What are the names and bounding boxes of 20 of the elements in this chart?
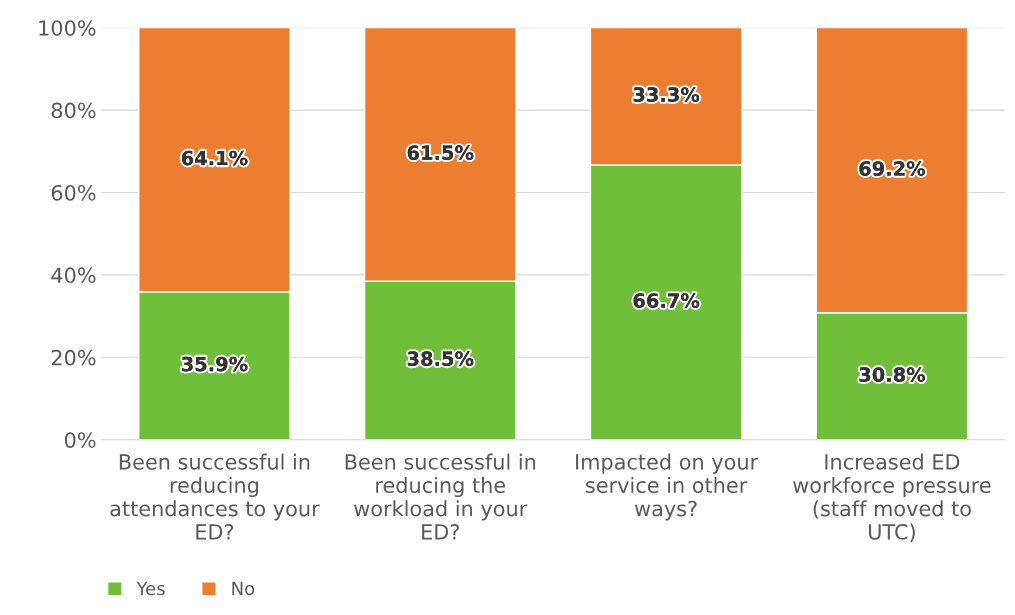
data-label: 38.5% — [407, 351, 474, 367]
data-label: 35.9% — [181, 356, 248, 372]
y-tick-label: 60% — [51, 184, 96, 201]
y-tick-label: 20% — [51, 349, 96, 366]
x-tick-label: Been successful in reducing attendances to your ED? — [110, 453, 320, 540]
data-label: 33.3% — [633, 87, 700, 102]
legend-label: Yes — [136, 581, 165, 596]
data-label: 64.1% — [181, 150, 248, 166]
data-label: 69.2% — [859, 161, 926, 176]
y-tick-label: 100% — [39, 20, 96, 36]
x-tick-label: Increased ED workforce pressure (staff moved to UTC) — [793, 453, 991, 543]
data-label: 30.8% — [859, 367, 926, 382]
y-tick-label: 0% — [64, 432, 96, 448]
x-tick-label: Impacted on your service in other ways? — [576, 453, 759, 521]
data-label: 66.7% — [633, 293, 700, 308]
data-label: 61.5% — [407, 145, 474, 161]
x-tick-label: Been successful in reducing the workload in your ED? — [345, 453, 536, 540]
legend-label: No — [232, 581, 255, 596]
y-tick-label: 40% — [51, 267, 96, 284]
y-tick-label: 80% — [51, 102, 96, 119]
